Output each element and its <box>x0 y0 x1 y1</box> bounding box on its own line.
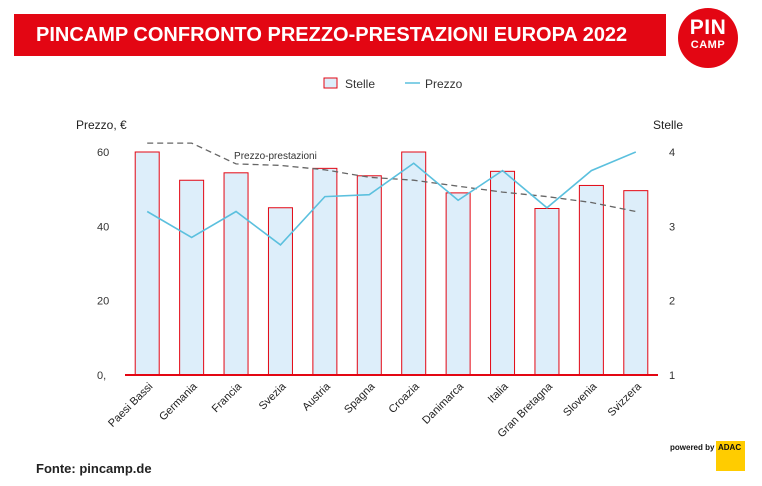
legend-label-stelle: Stelle <box>345 77 375 91</box>
x-tick-label: Italia <box>486 380 512 406</box>
x-tick-label: Francia <box>210 380 245 415</box>
bar-stelle <box>223 172 249 376</box>
y-tick-left: 20 <box>97 296 109 308</box>
bar-stelle <box>312 167 338 376</box>
legend-label-prezzo: Prezzo <box>425 77 463 91</box>
adac-logo: ADAC <box>716 441 745 471</box>
bar-stelle <box>445 192 471 376</box>
y-axis-right-title: Stelle <box>653 118 683 132</box>
x-tick-label: Croazia <box>387 380 423 416</box>
x-tick-label: Germania <box>157 380 200 423</box>
bar-stelle <box>134 151 160 376</box>
logo-text-camp: CAMP <box>690 39 726 51</box>
bar-stelle <box>179 179 205 376</box>
x-tick-label: Danimarca <box>420 380 467 427</box>
logo-text-pin: PIN <box>689 16 727 39</box>
chart-title: PINCAMP CONFRONTO PREZZO-PRESTAZIONI EUR… <box>14 14 666 56</box>
legend-swatch-stelle <box>323 77 338 89</box>
source-note: Fonte: pincamp.de <box>36 461 152 476</box>
bar-stelle <box>578 184 604 376</box>
y-tick-left: 0, <box>97 370 106 382</box>
y-axis-left-title: Prezzo, € <box>76 118 127 132</box>
x-tick-label: Paesi Bassi <box>106 381 155 430</box>
bar-stelle <box>267 207 293 376</box>
annotation-prezzo-prestazioni: Prezzo-prestazioni <box>234 151 317 162</box>
x-tick-label: Svizzera <box>606 380 645 419</box>
x-tick-label: Spagna <box>342 380 378 416</box>
bar-stelle <box>490 170 516 376</box>
y-tick-right: 3 <box>669 221 675 233</box>
pincamp-logo: PIN CAMP <box>678 8 738 68</box>
y-tick-right: 4 <box>669 147 675 159</box>
y-tick-right: 1 <box>669 370 675 382</box>
bar-stelle <box>401 151 427 376</box>
y-tick-right: 2 <box>669 296 675 308</box>
powered-by-label: powered by <box>670 443 715 452</box>
y-tick-left: 40 <box>97 221 109 233</box>
line-prezzo-prestazioni <box>147 142 636 213</box>
x-tick-label: Slovenia <box>561 380 600 419</box>
y-tick-left: 60 <box>97 147 109 159</box>
bar-stelle <box>623 190 649 376</box>
bar-stelle <box>356 175 382 376</box>
x-tick-label: Svezia <box>257 380 289 412</box>
line-prezzo <box>146 151 637 246</box>
bar-stelle <box>534 207 560 376</box>
x-tick-label: Austria <box>300 380 333 413</box>
